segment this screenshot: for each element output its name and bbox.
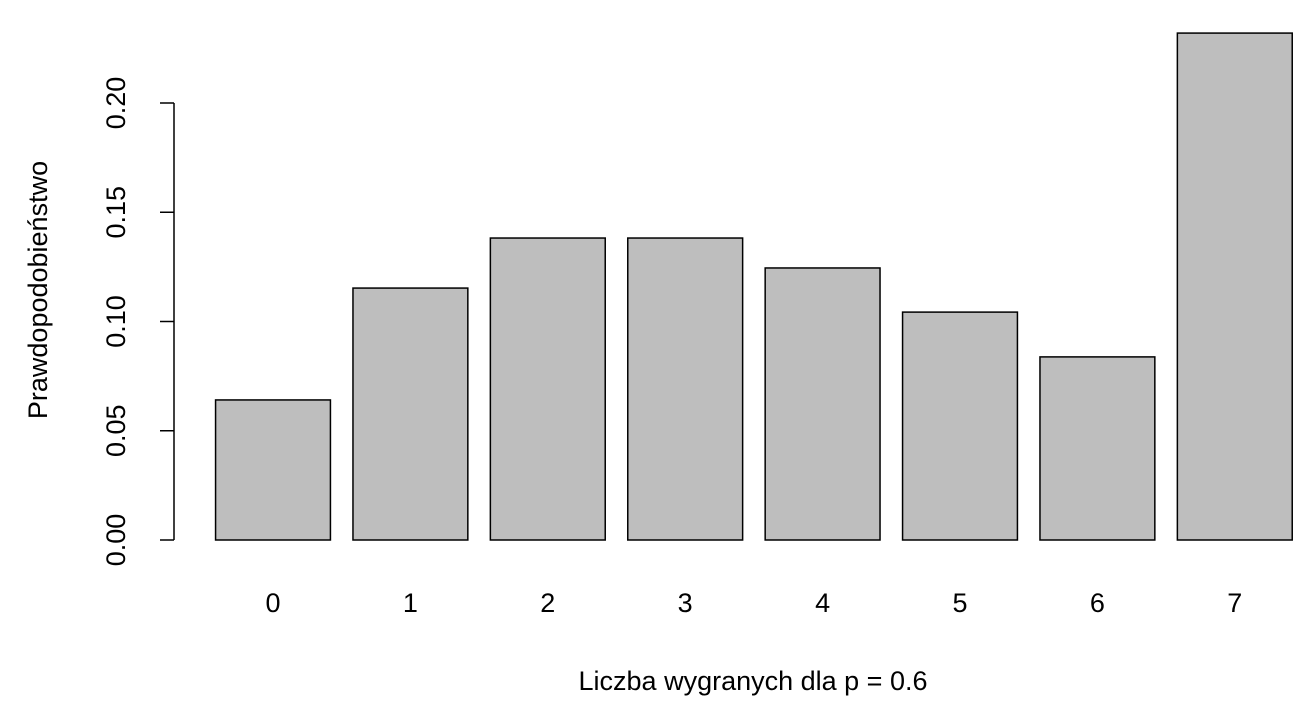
bar [901, 311, 1019, 541]
y-tick-label: 0.05 [101, 404, 131, 457]
y-tick-label: 0.00 [101, 514, 131, 567]
bar [1039, 356, 1156, 541]
bar [214, 399, 332, 541]
bar [627, 237, 744, 541]
x-tick-label: 0 [265, 588, 280, 618]
y-tick-label: 0.20 [101, 77, 131, 130]
x-tick-label: 3 [678, 588, 693, 618]
bar [1176, 32, 1293, 541]
bar [764, 267, 881, 541]
x-axis-label: Liczba wygranych dla p = 0.6 [579, 666, 928, 696]
bar [489, 237, 606, 541]
x-tick-label: 7 [1227, 588, 1242, 618]
x-tick-label: 2 [540, 588, 555, 618]
y-tick-label: 0.10 [101, 295, 131, 348]
x-tick-label: 6 [1090, 588, 1105, 618]
y-tick-label: 0.15 [101, 186, 131, 239]
x-tick-label: 4 [815, 588, 830, 618]
x-tick-label: 5 [952, 588, 967, 618]
x-tick-label: 1 [403, 588, 418, 618]
bar [352, 287, 469, 541]
y-axis-label: Prawdopodobieństwo [23, 161, 53, 419]
